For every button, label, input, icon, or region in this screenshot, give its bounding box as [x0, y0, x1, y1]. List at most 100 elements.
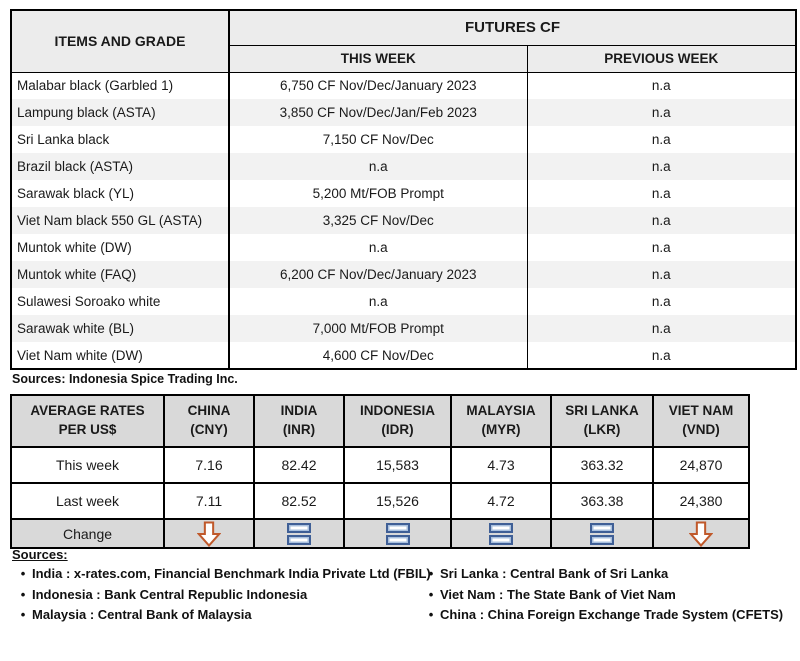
previous-week-cell: n.a: [526, 207, 796, 234]
item-cell: Muntok white (FAQ): [11, 261, 230, 288]
sources-list-right: Sri Lanka : Central Bank of Sri Lanka Vi…: [422, 564, 783, 626]
currency-code: (MYR): [481, 422, 521, 437]
change-cell: [163, 518, 255, 549]
table-row: Sri Lanka black 7,150 CF Nov/Dec n.a: [11, 126, 796, 153]
previous-week-cell: n.a: [526, 180, 796, 207]
rate-cell: 363.32: [550, 446, 654, 484]
change-cell: [652, 518, 750, 549]
list-item: India : x-rates.com, Financial Benchmark…: [12, 564, 431, 585]
country-name: INDIA: [280, 403, 318, 419]
list-item: Viet Nam : The State Bank of Viet Nam: [422, 585, 783, 606]
change-cell: [450, 518, 552, 549]
currency-code: (CNY): [190, 422, 228, 437]
this-week-cell: 3,850 CF Nov/Dec/Jan/Feb 2023: [279, 105, 477, 120]
equals-icon: [287, 522, 311, 545]
rate-cell: 7.11: [163, 482, 255, 520]
this-week-cell: 5,200 Mt/FOB Prompt: [312, 186, 444, 201]
change-cell: [253, 518, 345, 549]
table-row: Brazil black (ASTA) n.a n.a: [11, 153, 796, 180]
equals-icon: [489, 522, 513, 545]
this-week-cell: 6,200 CF Nov/Dec/January 2023: [279, 267, 477, 282]
table-row: Sarawak black (YL) 5,200 Mt/FOB Prompt n…: [11, 180, 796, 207]
row-label: Change: [10, 518, 165, 549]
previous-week-cell: n.a: [526, 261, 796, 288]
this-week-cell: 6,750 CF Nov/Dec/January 2023: [279, 78, 477, 94]
country-name: VIET NAM: [668, 403, 734, 419]
rate-cell: 363.38: [550, 482, 654, 520]
currency-code: (IDR): [381, 422, 414, 437]
column-header-indonesia: INDONESIA (IDR): [343, 394, 452, 448]
rate-cell: 4.73: [450, 446, 552, 484]
average-rates-line2: PER US$: [58, 422, 117, 437]
sources-section: Sources: India : x-rates.com, Financial …: [12, 547, 790, 626]
item-cell: Viet Nam white (DW): [11, 342, 230, 369]
list-item: Malaysia : Central Bank of Malaysia: [12, 605, 422, 626]
futures-table: ITEMS AND GRADE FUTURES CF THIS WEEK PRE…: [10, 9, 797, 370]
this-week-cell: 4,600 CF Nov/Dec: [322, 347, 434, 363]
previous-week-header: PREVIOUS WEEK: [526, 45, 796, 73]
item-cell: Muntok white (DW): [11, 234, 230, 261]
this-week-cell: n.a: [368, 159, 388, 174]
sources-list-left: India : x-rates.com, Financial Benchmark…: [12, 564, 431, 626]
item-cell: Sarawak black (YL): [11, 180, 230, 207]
sources-heading: Sources:: [12, 547, 68, 562]
list-item: Indonesia : Bank Central Republic Indone…: [12, 585, 422, 606]
column-header-malaysia: MALAYSIA (MYR): [450, 394, 552, 448]
previous-week-cell: n.a: [526, 153, 796, 180]
previous-week-cell: n.a: [526, 126, 796, 153]
item-cell: Lampung black (ASTA): [11, 99, 230, 126]
this-week-row: This week 7.16 82.42 15,583 4.73 363.32 …: [10, 446, 750, 484]
equals-icon: [385, 522, 410, 545]
rate-cell: 15,526: [343, 482, 452, 520]
country-name: MALAYSIA: [466, 403, 536, 419]
currency-code: (VND): [682, 422, 720, 437]
table-row: Muntok white (DW) n.a n.a: [11, 234, 796, 261]
table-row: Malabar black (Garbled 1) 6,750 CF Nov/D…: [11, 72, 796, 99]
row-label: This week: [10, 446, 165, 484]
list-item: China : China Foreign Exchange Trade Sys…: [422, 605, 783, 626]
column-header-sri-lanka: SRI LANKA (LKR): [550, 394, 654, 448]
country-name: CHINA: [187, 403, 231, 419]
country-name: SRI LANKA: [565, 403, 639, 419]
rate-cell: 82.42: [253, 446, 345, 484]
this-week-cell: n.a: [368, 240, 388, 255]
table-row: Sulawesi Soroako white n.a n.a: [11, 288, 796, 315]
futures-cf-header: FUTURES CF: [229, 10, 796, 46]
country-name: INDONESIA: [359, 403, 435, 419]
this-week-cell: 3,325 CF Nov/Dec: [322, 213, 434, 228]
table-row: Muntok white (FAQ) 6,200 CF Nov/Dec/Janu…: [11, 261, 796, 288]
item-cell: Sulawesi Soroako white: [11, 288, 230, 315]
table-row: Viet Nam black 550 GL (ASTA) 3,325 CF No…: [11, 207, 796, 234]
list-item: Sri Lanka : Central Bank of Sri Lanka: [422, 564, 783, 585]
rate-cell: 7.16: [163, 446, 255, 484]
this-week-header: THIS WEEK: [229, 45, 527, 73]
rate-cell: 4.72: [450, 482, 552, 520]
average-rates-header: AVERAGE RATES PER US$: [10, 394, 165, 448]
item-cell: Sri Lanka black: [11, 126, 230, 153]
down-arrow-icon: [689, 521, 713, 546]
rate-cell: 24,380: [652, 482, 750, 520]
change-row: Change: [10, 518, 750, 549]
row-label: Last week: [10, 482, 165, 520]
rate-cell: 24,870: [652, 446, 750, 484]
rate-cell: 82.52: [253, 482, 345, 520]
item-cell: Viet Nam black 550 GL (ASTA): [11, 207, 230, 234]
this-week-cell: 7,000 Mt/FOB Prompt: [312, 321, 444, 336]
table-row: Lampung black (ASTA) 3,850 CF Nov/Dec/Ja…: [11, 99, 796, 126]
previous-week-cell: n.a: [526, 342, 796, 369]
rate-cell: 15,583: [343, 446, 452, 484]
previous-week-cell: n.a: [526, 315, 796, 342]
futures-source-note: Sources: Indonesia Spice Trading Inc.: [12, 372, 238, 386]
column-header-india: INDIA (INR): [253, 394, 345, 448]
previous-week-cell: n.a: [526, 99, 796, 126]
equals-icon: [590, 522, 614, 545]
change-cell: [550, 518, 654, 549]
average-rates-line1: AVERAGE RATES: [30, 403, 145, 419]
this-week-cell: n.a: [368, 294, 388, 309]
this-week-cell: 7,150 CF Nov/Dec: [322, 132, 434, 147]
previous-week-cell: n.a: [526, 72, 796, 99]
change-cell: [343, 518, 452, 549]
items-and-grade-header: ITEMS AND GRADE: [11, 10, 230, 73]
currency-code: (LKR): [583, 422, 621, 437]
